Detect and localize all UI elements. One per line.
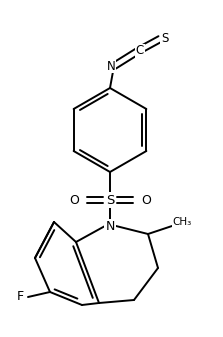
Text: N: N: [105, 219, 115, 233]
Text: N: N: [107, 60, 115, 72]
Text: S: S: [106, 193, 114, 207]
Text: C: C: [136, 44, 144, 58]
Text: O: O: [69, 193, 79, 207]
Text: O: O: [141, 193, 151, 207]
Text: CH₃: CH₃: [172, 217, 192, 227]
Text: F: F: [17, 290, 24, 304]
Text: S: S: [161, 32, 169, 45]
